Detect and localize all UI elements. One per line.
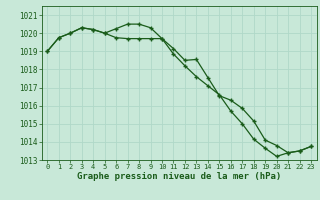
- X-axis label: Graphe pression niveau de la mer (hPa): Graphe pression niveau de la mer (hPa): [77, 172, 281, 181]
